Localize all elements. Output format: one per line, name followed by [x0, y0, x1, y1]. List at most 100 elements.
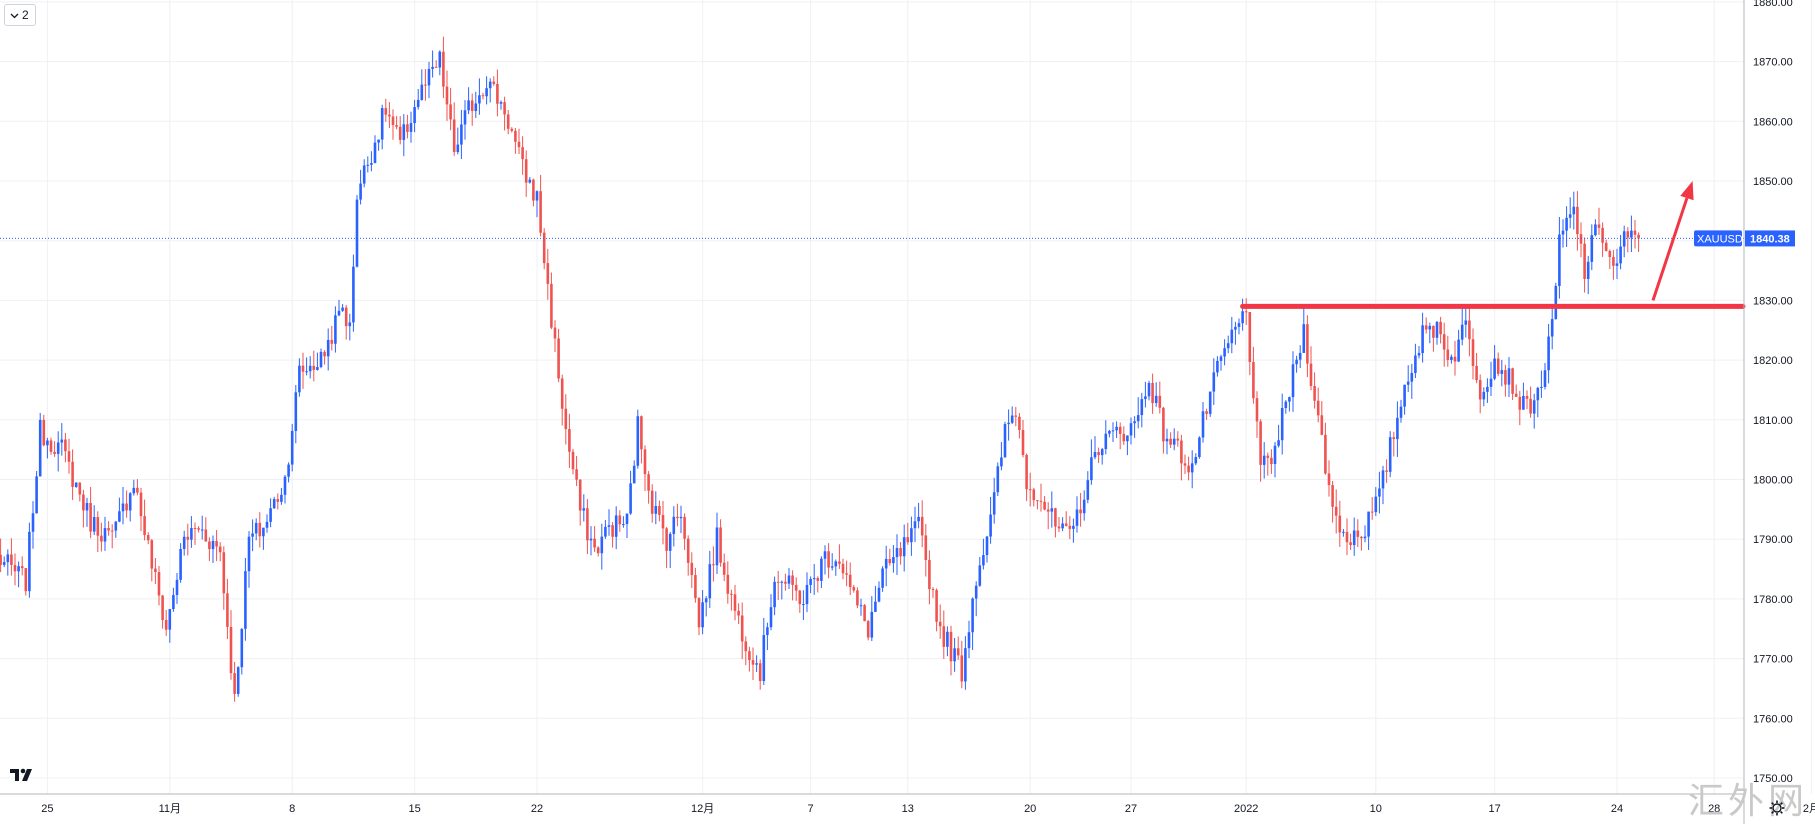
candle-body [290, 430, 294, 465]
candle-body [136, 487, 139, 493]
candle-body [758, 663, 762, 682]
tradingview-logo-icon[interactable] [8, 764, 38, 786]
candle-body [658, 506, 661, 515]
candle-body [1172, 438, 1176, 445]
candle-body [571, 451, 575, 470]
candle-body [852, 587, 856, 591]
candle-body [1226, 343, 1230, 349]
candle-body [10, 554, 13, 565]
candle-body [884, 558, 888, 569]
candle-body [438, 51, 442, 68]
candle-body [1190, 463, 1194, 473]
candle-body [600, 536, 604, 554]
candle-body [236, 667, 240, 694]
candle-body [528, 179, 532, 183]
candle-body [1561, 230, 1565, 235]
candle-body [499, 102, 503, 104]
candle-body [974, 585, 978, 599]
candle-body [1039, 500, 1043, 502]
candle-body [1597, 224, 1601, 228]
candle-body [532, 179, 535, 201]
x-tick-label: 11月 [159, 803, 181, 815]
candle-body [1525, 396, 1529, 399]
candle-body [1230, 329, 1234, 344]
candle-body [564, 408, 568, 430]
candle-body [186, 536, 190, 540]
candle-body [226, 593, 229, 627]
candle-body [1028, 489, 1032, 491]
candle-body [719, 527, 722, 563]
candle-body [1007, 422, 1010, 425]
candle-body [452, 119, 456, 153]
gear-icon[interactable] [1769, 800, 1785, 816]
candle-body [100, 535, 103, 542]
candle-body [215, 541, 218, 547]
candle-body [881, 568, 884, 588]
candle-body [1244, 311, 1248, 313]
y-tick-label: 1780.00 [1753, 594, 1793, 606]
candle-body [6, 554, 10, 563]
candle-body [456, 144, 460, 153]
x-tick-label: 24 [1611, 803, 1623, 815]
candle-body [64, 439, 67, 452]
candle-body [1554, 285, 1558, 320]
candle-body [971, 598, 974, 633]
interval-button[interactable]: 2 [4, 4, 36, 26]
candle-body [208, 541, 211, 550]
candle-body [1072, 525, 1075, 529]
candle-body [1111, 430, 1115, 432]
candle-body [798, 590, 802, 605]
candle-body [560, 378, 564, 409]
candle-body [1399, 406, 1403, 418]
candle-body [791, 575, 794, 585]
candle-body [103, 528, 107, 542]
candle-body [1108, 430, 1111, 434]
candle-body [913, 521, 917, 529]
candle-body [1435, 321, 1439, 338]
candle-body [1518, 396, 1522, 410]
candle-body [1327, 473, 1331, 486]
chevron-down-icon [10, 8, 19, 22]
candle-body [1565, 217, 1568, 231]
candle-body [1140, 399, 1144, 416]
candle-body [1612, 257, 1615, 266]
candle-body [690, 562, 694, 576]
candle-body [384, 108, 388, 115]
candle-body [1486, 386, 1489, 392]
candle-body [1363, 536, 1367, 539]
candle-body [1572, 206, 1576, 215]
candle-body [1633, 230, 1637, 235]
candle-body [31, 513, 35, 532]
candle-body [1504, 370, 1507, 385]
chart-grid [0, 0, 1812, 794]
candle-body [179, 548, 182, 580]
candle-body [35, 476, 38, 514]
candle-body [1061, 523, 1064, 529]
candle-body [1586, 261, 1590, 279]
x-tick-label: 17 [1488, 803, 1500, 815]
candle-body [1460, 324, 1464, 340]
x-tick-label: 2月 [1803, 803, 1815, 815]
candle-body [377, 139, 380, 143]
candle-body [503, 102, 506, 115]
candle-body [697, 598, 701, 628]
candle-body [1046, 509, 1050, 512]
y-tick-label: 1850.00 [1753, 176, 1793, 188]
candle-body [323, 351, 326, 357]
candle-body [1489, 378, 1493, 387]
candle-body [1216, 360, 1219, 373]
candle-body [265, 521, 269, 528]
candle-body [128, 493, 132, 511]
candle-body [366, 164, 370, 166]
candle-body [258, 522, 262, 537]
x-tick-label: 20 [1024, 803, 1036, 815]
candle-body [197, 528, 200, 530]
candle-body [1223, 348, 1226, 357]
candle-body [625, 513, 629, 525]
candle-body [1158, 395, 1162, 408]
candle-body [1604, 242, 1608, 251]
candle-body [114, 521, 118, 531]
candle-body [996, 466, 1000, 493]
